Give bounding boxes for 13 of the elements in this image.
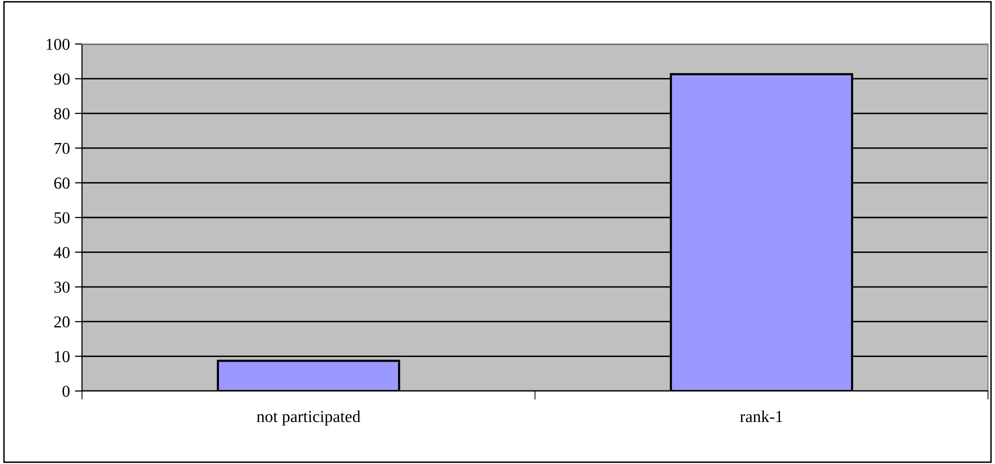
y-tick-label: 60 [54, 178, 70, 189]
y-tick-label: 80 [54, 108, 70, 120]
y-tick-label: 90 [54, 73, 70, 85]
y-tick-label: 100 [46, 38, 70, 50]
x-tick-label: rank-1 [740, 410, 782, 422]
y-tick-label: 20 [54, 316, 70, 328]
y-tick-label: 70 [54, 142, 70, 154]
y-tick-label: 10 [54, 351, 70, 362]
y-tick-label: 30 [54, 282, 70, 293]
y-tick-label: 50 [54, 212, 70, 224]
y-tick-label: 40 [54, 246, 70, 258]
y-tick-label: 0 [62, 386, 70, 397]
x-tick-label: not participated [256, 410, 360, 426]
